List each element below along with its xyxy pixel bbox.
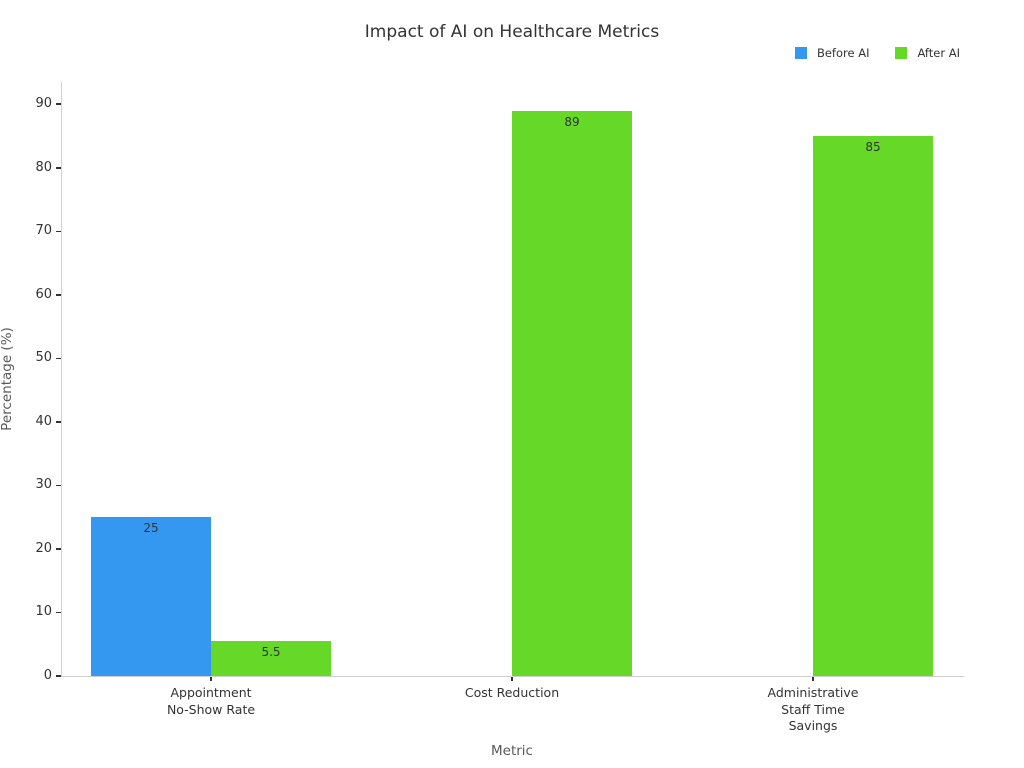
y-tick-mark [56,484,61,487]
y-tick-mark [56,103,61,105]
legend-item-before-ai: Before AI [794,46,870,60]
y-tick-mark [56,421,61,423]
y-axis-line [61,82,62,676]
legend-label-before-ai: Before AI [816,46,870,60]
bar-value-label: 89 [564,114,580,129]
y-tick-label: 50 [35,350,52,366]
legend-swatch-before-ai [794,47,807,59]
x-axis-label: Metric [491,743,533,759]
y-tick-label: 10 [35,604,52,620]
x-tick-label-2: Administrative Staff Time Savings [713,685,913,735]
x-tick-label-1: Cost Reduction [412,685,612,702]
x-tick-label-line: Administrative [767,685,859,700]
bar-after-ai-0: 5.5 [211,641,331,676]
bar-value-label: 25 [143,521,159,536]
y-tick-label: 20 [35,540,52,556]
y-tick-label: 90 [35,96,52,112]
y-tick-label: 60 [35,286,52,302]
bar-before-ai-0: 25 [91,517,211,676]
y-axis-label: Percentage (%) [0,327,15,431]
y-tick-label: 70 [35,223,52,239]
y-tick-label: 80 [35,159,52,175]
y-tick-mark [56,294,61,296]
legend-swatch-after-ai [895,47,908,59]
x-tick-label-line: Cost Reduction [464,685,560,700]
x-tick-label-0: Appointment No-Show Rate [111,685,311,718]
legend-item-after-ai: After AI [895,46,960,60]
y-tick-label: 40 [35,413,52,429]
legend: Before AI After AI [794,46,960,60]
y-tick-mark [56,230,61,233]
chart-title: Impact of AI on Healthcare Metrics [364,22,660,42]
y-tick-mark [56,611,61,614]
x-tick-mark [210,677,212,681]
y-tick-mark [56,167,61,169]
bar-after-ai-2: 85 [813,136,933,676]
legend-label-after-ai: After AI [917,46,960,60]
y-tick-mark [56,675,61,677]
x-tick-label-line: Staff Time [781,701,845,717]
x-tick-mark [511,677,513,681]
y-tick-mark [56,357,61,360]
y-tick-label: 0 [43,668,52,683]
x-tick-label-line: Appointment [170,685,252,700]
x-tick-mark [812,677,814,681]
y-tick-mark [56,548,61,550]
bar-after-ai-1: 89 [512,110,632,676]
y-tick-label: 30 [35,477,52,493]
bar-value-label: 5.5 [261,645,281,660]
bar-value-label: 85 [865,140,881,154]
x-tick-label-line: No-Show Rate [166,701,256,717]
x-tick-label-line: Savings [788,718,838,733]
x-axis-line [61,676,964,677]
